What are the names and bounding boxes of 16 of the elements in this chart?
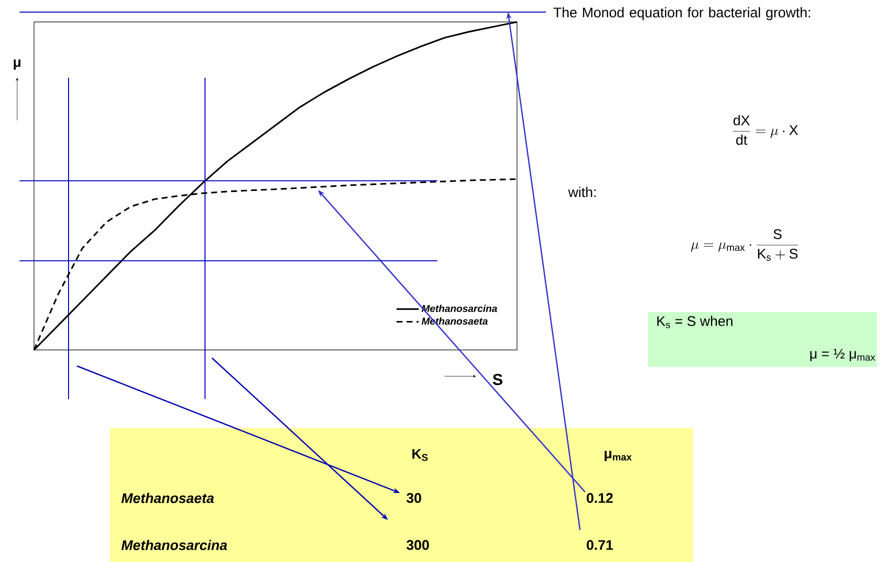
text: 300	[406, 540, 429, 550]
text: The Monod equation for bacterial growth:	[554, 7, 810, 20]
text: $\frac{\mathrm{dX}}{\mathrm{dt}} = \mu \cdot \mathrm{X}$	[732, 115, 798, 145]
text: μ$_{max}$	[604, 450, 632, 462]
text: Methanosarcina	[121, 540, 227, 550]
text: 0.71	[586, 540, 613, 550]
text: 0.12	[586, 493, 613, 503]
text: K$_{S}$	[412, 449, 428, 461]
x-axis-title: S	[492, 374, 502, 386]
text: $\mu = \mu_{\mathrm{max}} \cdot \frac{\mathrm{S}}{\mathrm{K_s} + \mathrm{S}}$	[691, 229, 798, 261]
text: Methanosaeta	[121, 492, 214, 504]
y-axis-title: μ	[14, 60, 20, 70]
text: μ = ½ μ$_{max}$	[810, 348, 876, 362]
text: K$_{s}$ = S when	[657, 316, 732, 328]
text: with:	[568, 186, 596, 198]
text: 30	[406, 493, 422, 503]
